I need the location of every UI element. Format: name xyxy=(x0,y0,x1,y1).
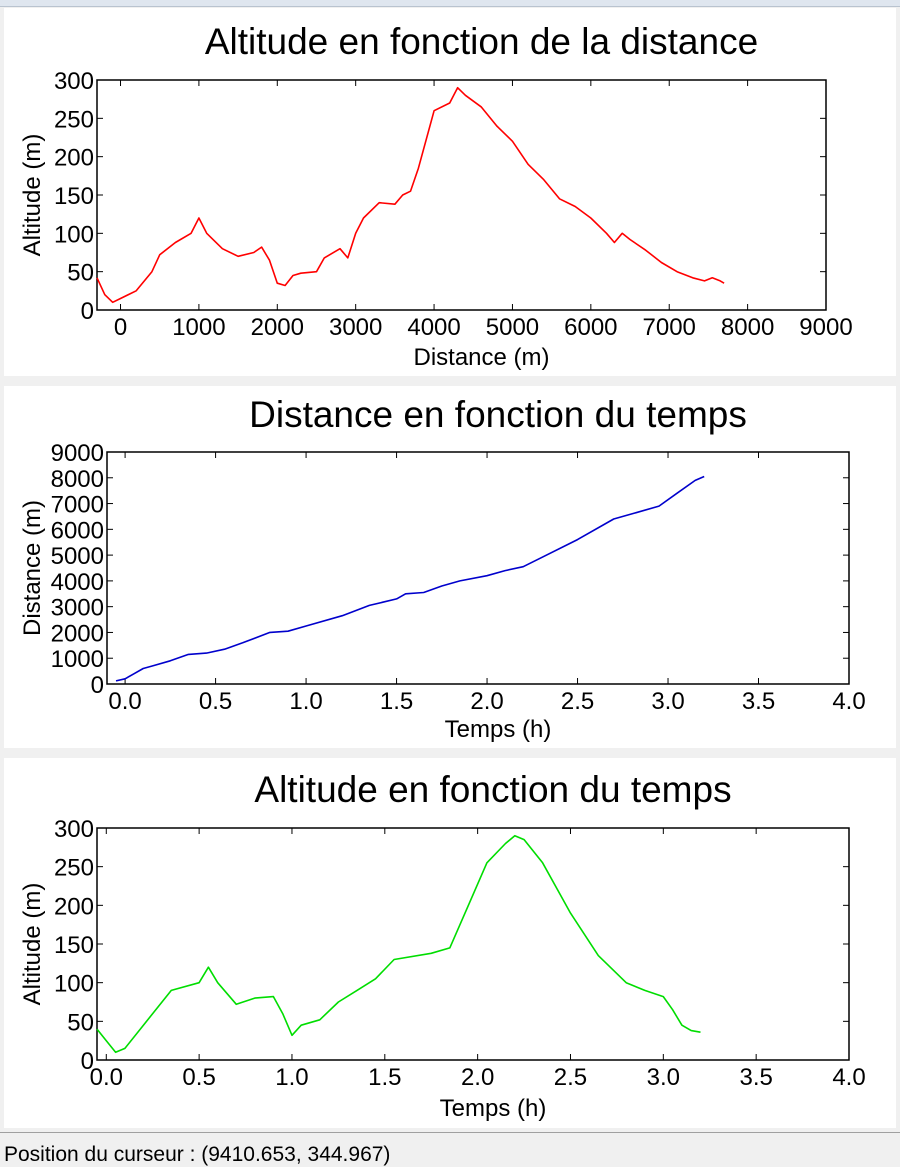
y-tick-label: 50 xyxy=(67,260,94,287)
y-tick-label: 8000 xyxy=(51,466,104,493)
x-tick-label: 2000 xyxy=(251,314,304,341)
x-tick-label: 3.0 xyxy=(647,1064,680,1091)
x-tick-label: 5000 xyxy=(486,314,539,341)
x-axis-label: Distance (m) xyxy=(413,344,549,371)
y-tick-label: 250 xyxy=(54,106,94,133)
window-title-strip xyxy=(0,0,900,7)
plot-area xyxy=(96,79,827,311)
x-tick-label: 2.0 xyxy=(470,688,503,715)
y-tick-label: 200 xyxy=(54,893,94,920)
x-tick-label: 0.5 xyxy=(199,688,232,715)
x-tick-label: 3000 xyxy=(329,314,382,341)
x-tick-label: 4.0 xyxy=(832,688,865,715)
x-tick-label: 7000 xyxy=(643,314,696,341)
x-axis-label: Temps (h) xyxy=(445,716,552,743)
y-axis-label: Altitude (m) xyxy=(19,883,46,1006)
cursor-position-text: Position du curseur : (9410.653, 344.967… xyxy=(4,1143,391,1166)
y-axis-label: Altitude (m) xyxy=(19,134,46,257)
y-axis-label: Distance (m) xyxy=(19,500,46,636)
plot-area xyxy=(96,827,850,1061)
y-tick-label: 0 xyxy=(91,672,104,699)
x-tick-label: 2.5 xyxy=(554,1064,587,1091)
y-tick-label: 6000 xyxy=(51,517,104,544)
x-tick-label: 2.5 xyxy=(561,688,594,715)
x-tick-label: 3.5 xyxy=(739,1064,772,1091)
distance-vs-time-chart: Distance en fonction du temps 0.0 0.5 1.0 1.… xyxy=(19,394,866,743)
altitude-vs-distance-panel: Altitude en fonction de la distance 0 1000… xyxy=(4,8,896,376)
y-tick-label: 200 xyxy=(54,145,94,172)
y-tick-label: 0 xyxy=(81,1048,94,1075)
chart-title: Distance en fonction du temps xyxy=(249,394,747,435)
x-tick-label: 4000 xyxy=(407,314,460,341)
x-tick-label: 1.0 xyxy=(289,688,322,715)
altitude-vs-time-chart: Altitude en fonction du temps 0.0 0.5 1.0 1.… xyxy=(19,769,866,1122)
y-tick-label: 3000 xyxy=(51,595,104,622)
x-tick-label: 0.5 xyxy=(182,1064,215,1091)
y-tick-label: 300 xyxy=(54,68,94,95)
x-tick-label: 8000 xyxy=(721,314,774,341)
plot-area xyxy=(106,451,850,685)
chart-title: Altitude en fonction de la distance xyxy=(205,21,758,62)
distance-vs-time-panel: Distance en fonction du temps 0.0 0.5 1.0 1.… xyxy=(4,386,896,748)
status-bar: Position du curseur : (9410.653, 344.967… xyxy=(0,1132,900,1166)
y-tick-label: 300 xyxy=(54,816,94,843)
x-tick-label: 3.0 xyxy=(651,688,684,715)
x-tick-label: 0.0 xyxy=(108,688,141,715)
y-tick-label: 100 xyxy=(54,971,94,998)
y-tick-label: 150 xyxy=(54,183,94,210)
y-tick-label: 2000 xyxy=(51,620,104,647)
series-line xyxy=(115,475,705,682)
series-line xyxy=(96,86,725,304)
y-tick-label: 5000 xyxy=(51,543,104,570)
y-tick-label: 1000 xyxy=(51,646,104,673)
x-tick-label: 1.5 xyxy=(380,688,413,715)
x-tick-label: 4.0 xyxy=(832,1064,865,1091)
x-tick-label: 1.5 xyxy=(368,1064,401,1091)
x-tick-label: 1.0 xyxy=(275,1064,308,1091)
x-tick-label: 1000 xyxy=(172,314,225,341)
altitude-vs-time-panel: Altitude en fonction du temps 0.0 0.5 1.0 1.… xyxy=(4,758,896,1128)
y-tick-label: 9000 xyxy=(51,440,104,467)
y-tick-label: 0 xyxy=(81,298,94,325)
x-tick-label: 0 xyxy=(114,314,127,341)
y-tick-label: 150 xyxy=(54,932,94,959)
chart-title: Altitude en fonction du temps xyxy=(254,769,731,810)
series-line xyxy=(96,834,701,1054)
x-tick-label: 9000 xyxy=(799,314,852,341)
y-tick-label: 50 xyxy=(67,1009,94,1036)
x-tick-label: 2.0 xyxy=(461,1064,494,1091)
y-tick-label: 100 xyxy=(54,221,94,248)
x-axis-label: Temps (h) xyxy=(440,1095,547,1122)
x-tick-label: 6000 xyxy=(564,314,617,341)
x-tick-label: 3.5 xyxy=(742,688,775,715)
y-tick-label: 4000 xyxy=(51,569,104,596)
y-tick-label: 7000 xyxy=(51,492,104,519)
y-tick-label: 250 xyxy=(54,855,94,882)
x-tick-label: 0.0 xyxy=(90,1064,123,1091)
